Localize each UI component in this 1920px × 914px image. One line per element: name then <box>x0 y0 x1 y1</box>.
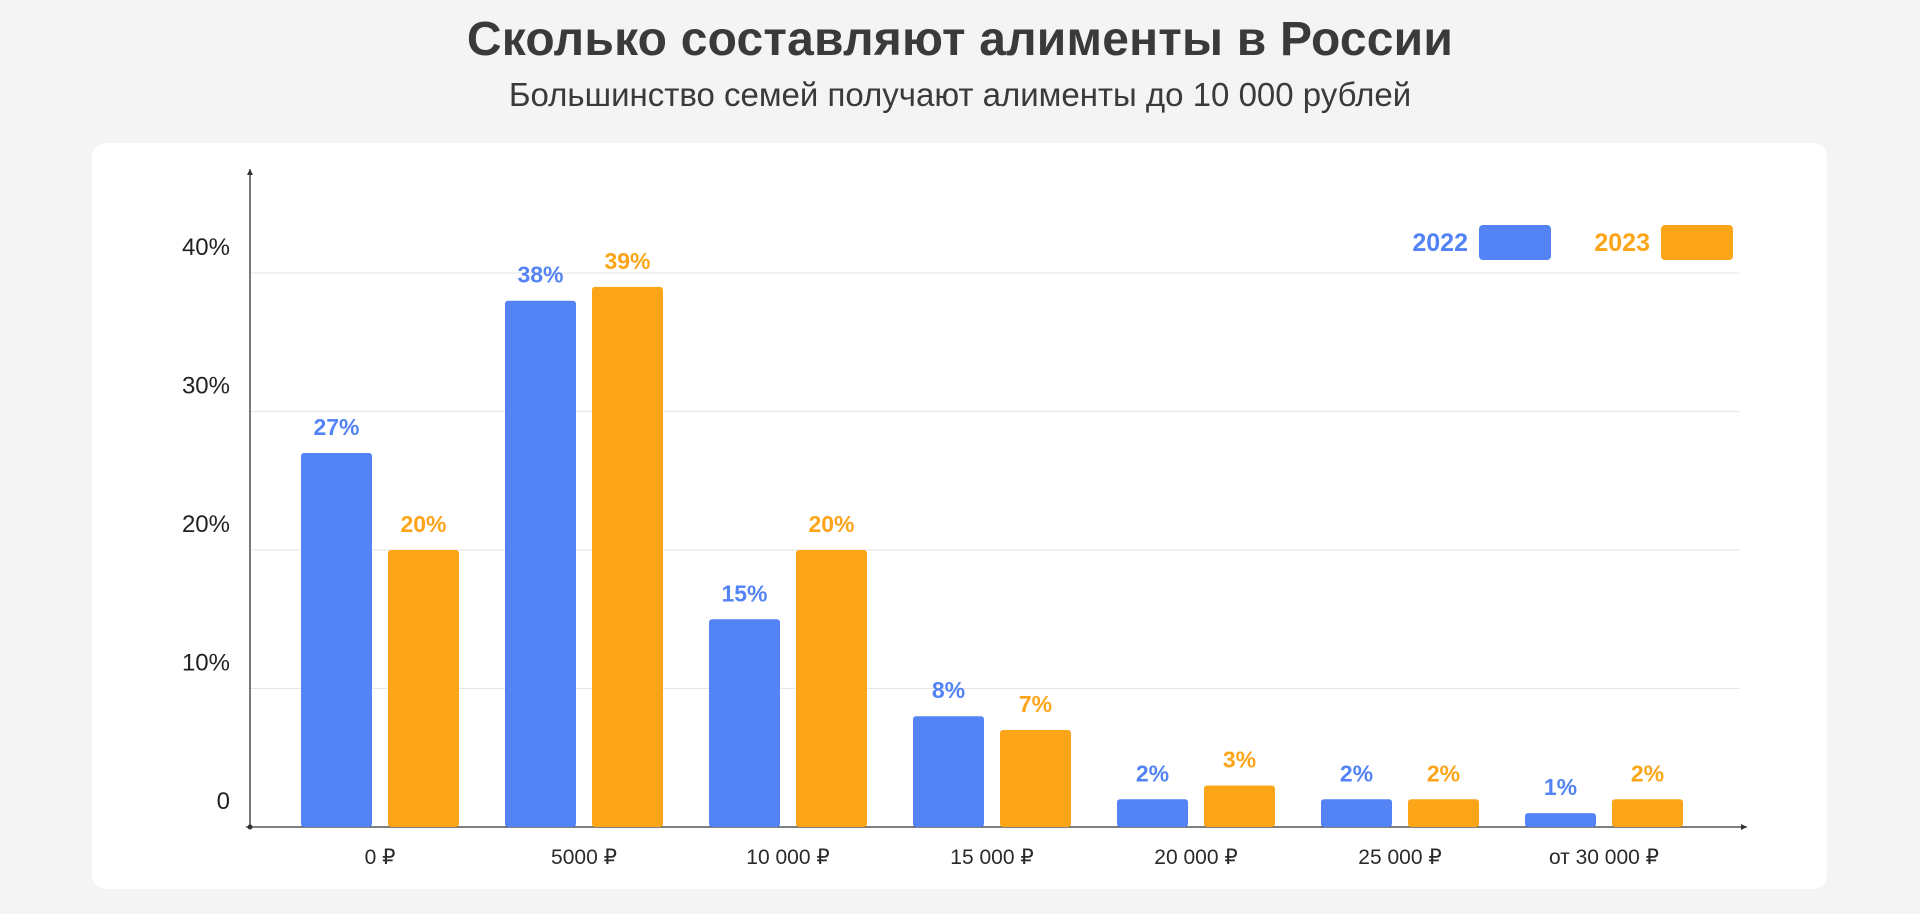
y-axis-arrow <box>247 169 253 175</box>
bar-2023-0 <box>388 550 459 827</box>
bar-2022-2 <box>709 619 780 827</box>
y-tick-label: 10% <box>182 650 230 677</box>
x-axis-ticks: 0 ₽ 5000 ₽ 10 000 ₽ 15 000 ₽ 20 000 ₽ 25 000 … <box>365 846 1659 869</box>
data-label-2022-2: 15% <box>721 580 767 606</box>
legend-swatch-2022 <box>1479 225 1551 260</box>
data-label-2023-0: 20% <box>400 511 446 537</box>
data-label-2023-1: 39% <box>604 248 650 274</box>
data-label-2023-2: 20% <box>808 511 854 537</box>
bar-2022-6 <box>1525 813 1596 827</box>
bar-2023-3 <box>1000 730 1071 827</box>
data-label-2023-3: 7% <box>1019 691 1052 717</box>
x-tick-label-0: 0 ₽ <box>365 846 396 869</box>
legend-label-2023: 2023 <box>1594 229 1650 257</box>
data-label-2022-6: 1% <box>1544 774 1577 800</box>
x-tick-label-6: от 30 000 ₽ <box>1549 846 1659 869</box>
y-tick-label: 0 <box>217 788 230 815</box>
bar-2023-1 <box>592 286 663 828</box>
bar-2022-3 <box>913 716 984 827</box>
bars <box>301 286 1683 828</box>
bar-2023-2 <box>796 550 867 827</box>
data-label-2023-6: 2% <box>1631 760 1664 786</box>
axes <box>246 169 1747 830</box>
chart-subtitle: Большинство семей получают алименты до 1… <box>508 76 1412 113</box>
y-tick-label: 40% <box>182 234 230 261</box>
bar-chart: 0 10% 20% 30% 40% 27% 38% 15% 8% 2% 2% 1% 20% 39% 20%… <box>182 169 1747 869</box>
x-tick-label-3: 15 000 ₽ <box>950 846 1033 869</box>
data-label-2022-0: 27% <box>313 414 359 440</box>
grid-lines <box>250 272 1739 689</box>
data-label-2022-1: 38% <box>517 262 563 288</box>
axis-origin <box>247 824 253 830</box>
data-label-2022-4: 2% <box>1136 760 1169 786</box>
legend-swatch-2023 <box>1661 225 1733 260</box>
data-labels: 27% 38% 15% 8% 2% 2% 1% 20% 39% 20% 7% 3% 2% 2% <box>313 248 1664 800</box>
bar-2022-1 <box>505 300 576 827</box>
chart-card: 0 10% 20% 30% 40% 27% 38% 15% 8% 2% 2% 1% 20% 39% 20%… <box>92 143 1827 889</box>
x-tick-label-4: 20 000 ₽ <box>1154 846 1237 869</box>
x-tick-label-2: 10 000 ₽ <box>746 846 829 869</box>
bar-2022-5 <box>1321 799 1392 827</box>
x-axis-arrow <box>1741 824 1747 830</box>
legend: 2022 2023 <box>1412 225 1733 260</box>
bar-2023-6 <box>1612 799 1683 827</box>
chart-title: Сколько составляют алименты в России <box>466 13 1454 66</box>
y-axis-ticks: 0 10% 20% 30% 40% <box>182 234 230 815</box>
x-tick-label-5: 25 000 ₽ <box>1358 846 1441 869</box>
y-tick-label: 30% <box>182 373 230 400</box>
legend-label-2022: 2022 <box>1412 229 1468 257</box>
y-tick-label: 20% <box>182 511 230 538</box>
data-label-2023-5: 2% <box>1427 760 1460 786</box>
bar-2023-4 <box>1204 785 1275 827</box>
bar-2022-0 <box>301 453 372 827</box>
data-label-2023-4: 3% <box>1223 746 1256 772</box>
x-tick-label-1: 5000 ₽ <box>551 846 617 869</box>
data-label-2022-5: 2% <box>1340 760 1373 786</box>
bar-2023-5 <box>1408 799 1479 827</box>
data-label-2022-3: 8% <box>932 677 965 703</box>
bar-2022-4 <box>1117 799 1188 827</box>
